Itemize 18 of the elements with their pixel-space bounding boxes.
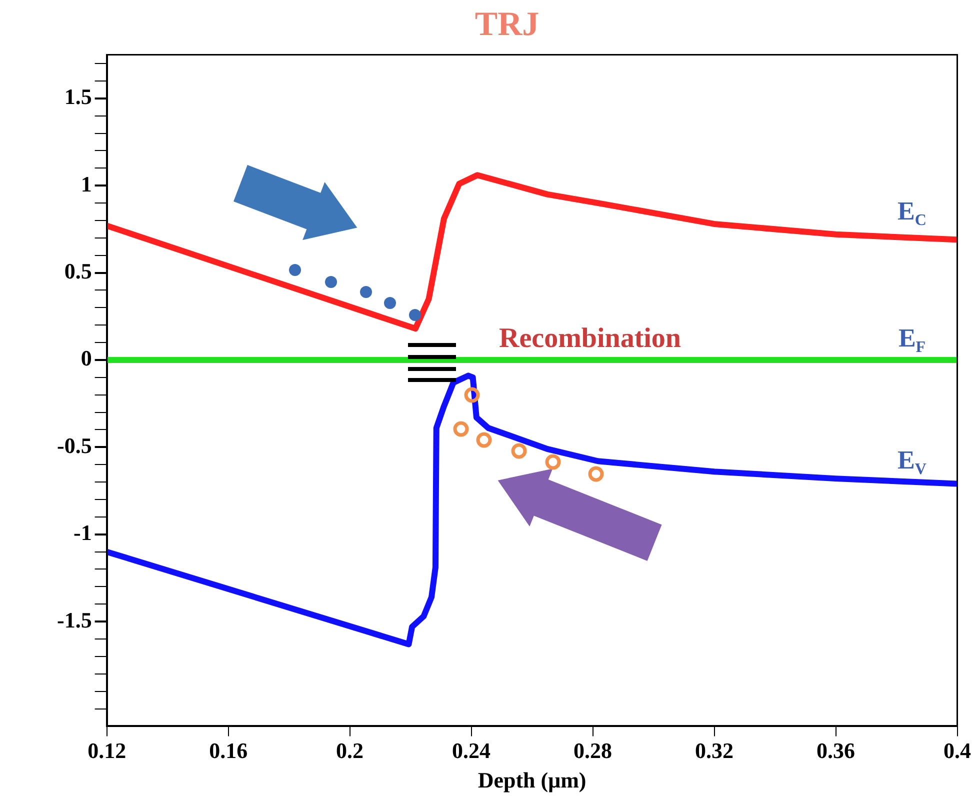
- annotation: Recombination: [499, 323, 682, 354]
- x-tick-label: 0.36: [816, 738, 856, 764]
- x-tick-label: 0.4: [944, 738, 971, 764]
- y-tick-label: -1: [74, 520, 92, 546]
- x-tick-label: 0.24: [452, 738, 491, 764]
- x-tick-label: 0.32: [695, 738, 734, 764]
- y-tick-label: -0.5: [57, 432, 92, 458]
- y-tick-label: 0: [80, 346, 92, 371]
- x-tick-label: 0.28: [574, 738, 612, 764]
- x-axis-title: Depth (μm): [478, 767, 586, 792]
- y-tick-label: 1: [80, 171, 92, 196]
- chart-title: TRJ: [474, 6, 540, 44]
- x-tick-label: 0.2: [336, 738, 364, 764]
- y-tick-label: 1.5: [64, 84, 92, 110]
- x-tick-label: 0.12: [88, 738, 126, 764]
- y-tick-label: 0.5: [64, 258, 92, 284]
- y-tick-label: -1.5: [57, 607, 92, 632]
- x-tick-label: 0.16: [209, 738, 248, 764]
